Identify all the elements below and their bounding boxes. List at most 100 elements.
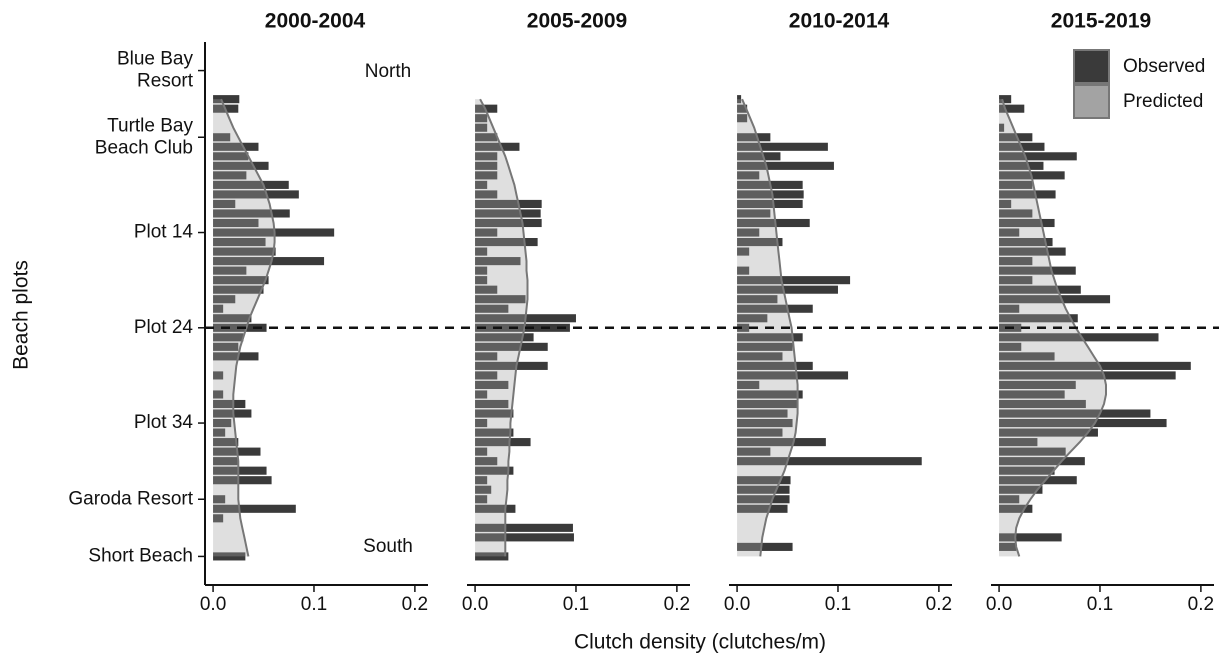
bar	[737, 285, 838, 294]
y-tick-label: Short Beach	[88, 545, 193, 566]
bar	[475, 257, 521, 266]
bar	[475, 142, 520, 151]
bar	[213, 419, 232, 428]
bar	[999, 457, 1085, 466]
bar	[737, 495, 790, 504]
bar	[999, 95, 1012, 104]
x-tick-label: 0.2	[664, 594, 690, 615]
bar	[475, 504, 516, 513]
bar	[475, 457, 498, 466]
x-tick-label: 0.2	[926, 594, 952, 615]
bar	[475, 380, 509, 389]
bar	[475, 209, 541, 218]
bar	[737, 380, 760, 389]
bar	[737, 428, 783, 437]
bar	[737, 104, 748, 113]
bar	[213, 133, 231, 142]
y-tick-label: Plot 14	[134, 222, 194, 243]
bar	[999, 342, 1022, 351]
bar	[213, 190, 299, 199]
bar	[213, 238, 266, 247]
bar	[737, 476, 791, 485]
bar	[999, 180, 1033, 189]
annotation: North	[365, 61, 411, 82]
bar	[213, 504, 296, 513]
panel-title: 2005-2009	[527, 10, 627, 33]
bar	[213, 152, 249, 161]
bar	[999, 190, 1056, 199]
x-tick-label: 0.0	[462, 594, 488, 615]
y-tick-label: Plot 24	[134, 317, 194, 338]
bar	[999, 152, 1077, 161]
bar	[213, 218, 259, 228]
bar	[475, 447, 488, 456]
bar	[999, 495, 1020, 504]
bar	[213, 247, 276, 256]
bar	[737, 447, 771, 456]
bar	[999, 476, 1077, 485]
bar	[999, 333, 1159, 342]
bar	[999, 533, 1062, 542]
bar	[737, 152, 781, 161]
x-tick-label: 0.1	[563, 594, 589, 615]
bar	[475, 342, 548, 351]
bar	[737, 218, 810, 228]
bar	[475, 409, 514, 418]
panel-title: 2000-2004	[265, 10, 366, 33]
bar	[999, 447, 1066, 456]
bar	[213, 314, 252, 323]
bar	[213, 333, 244, 342]
bar	[737, 209, 771, 218]
bar	[737, 199, 803, 208]
legend-swatch	[1073, 84, 1110, 119]
bar	[999, 228, 1020, 237]
bar	[213, 257, 325, 266]
y-tick-label: Garoda Resort	[68, 488, 193, 509]
legend-label: Observed	[1123, 56, 1205, 77]
bar	[999, 390, 1065, 399]
bar	[737, 409, 788, 418]
x-tick-label: 0.0	[724, 594, 750, 615]
x-tick-label: 0.2	[402, 594, 428, 615]
bar	[737, 485, 790, 494]
bar	[475, 180, 488, 189]
bar	[737, 295, 778, 304]
bar	[475, 266, 488, 275]
bar	[213, 180, 289, 189]
bar	[213, 199, 236, 208]
bar	[475, 466, 514, 475]
bar	[213, 428, 226, 437]
bar	[999, 104, 1025, 113]
bar	[213, 352, 259, 361]
bar	[475, 390, 488, 399]
bar	[213, 409, 252, 418]
bar	[475, 247, 488, 256]
bar	[475, 228, 498, 237]
bar	[213, 304, 224, 313]
bar	[475, 190, 498, 199]
bar	[475, 285, 498, 294]
bar	[475, 399, 509, 409]
bar	[213, 466, 267, 475]
bar	[737, 457, 922, 466]
bar	[737, 438, 826, 447]
bar	[475, 352, 498, 361]
bar	[475, 552, 509, 561]
bar	[475, 161, 498, 170]
bar	[999, 485, 1043, 494]
bar	[999, 438, 1038, 447]
bar	[737, 276, 851, 285]
bar	[213, 142, 259, 151]
bar	[475, 133, 498, 142]
bar	[999, 266, 1076, 275]
bar	[737, 504, 788, 513]
x-tick-label: 0.1	[301, 594, 327, 615]
legend-label: Predicted	[1123, 91, 1203, 112]
panel-title: 2010-2014	[789, 10, 890, 33]
bar	[999, 218, 1055, 228]
predicted-line	[220, 98, 276, 557]
bar	[737, 190, 804, 199]
x-tick-label: 0.0	[986, 594, 1012, 615]
bar	[475, 199, 542, 208]
